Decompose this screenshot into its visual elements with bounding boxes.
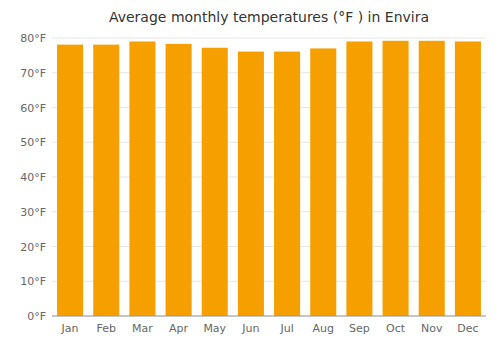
- grid: [52, 38, 486, 316]
- x-tick-label: Oct: [386, 322, 406, 335]
- bar: [129, 41, 155, 316]
- x-tick-label: Dec: [457, 322, 478, 335]
- y-tick-label: 40°F: [20, 171, 46, 184]
- y-tick-label: 10°F: [20, 275, 46, 288]
- bar: [93, 45, 119, 316]
- bar: [166, 44, 192, 316]
- bar: [238, 52, 264, 316]
- y-tick-label: 0°F: [27, 310, 46, 323]
- bar: [455, 41, 481, 316]
- x-tick-label: Jun: [241, 322, 259, 335]
- x-tick-label: Feb: [97, 322, 116, 335]
- x-tick-label: Mar: [132, 322, 153, 335]
- x-tick-label: Aug: [313, 322, 334, 335]
- y-axis: 0°F 10°F 20°F 30°F 40°F 50°F 60°F 70°F 80°F: [20, 32, 46, 323]
- bars: [57, 41, 481, 316]
- y-tick-label: 70°F: [20, 67, 46, 80]
- y-tick-label: 60°F: [20, 102, 46, 115]
- x-axis: Jan Feb Mar Apr May Jun Jul Aug Sep Oct Nov Dec: [52, 316, 486, 335]
- x-tick-label: Jan: [61, 322, 79, 335]
- title: Average monthly temperatures (°F ) in En…: [109, 9, 429, 25]
- y-tick-label: 20°F: [20, 241, 46, 254]
- bar: [202, 48, 228, 316]
- grid-line: [52, 38, 486, 39]
- bar: [310, 48, 336, 316]
- bar: [346, 41, 372, 316]
- x-tick-label: Nov: [421, 322, 443, 335]
- x-axis-line: [52, 316, 486, 317]
- bar: [383, 41, 409, 316]
- bar: [57, 45, 83, 316]
- grid-line: [52, 316, 486, 317]
- chart: Average monthly temperatures (°F ) in En…: [0, 0, 500, 350]
- y-tick-label: 50°F: [20, 136, 46, 149]
- bar: [274, 52, 300, 316]
- bar: [419, 41, 445, 316]
- x-tick-label: Jul: [279, 322, 293, 335]
- x-tick-label: Sep: [349, 322, 370, 335]
- x-tick-label: May: [203, 322, 226, 335]
- x-tick-label: Apr: [169, 322, 189, 335]
- y-tick-label: 30°F: [20, 206, 46, 219]
- y-tick-label: 80°F: [20, 32, 46, 45]
